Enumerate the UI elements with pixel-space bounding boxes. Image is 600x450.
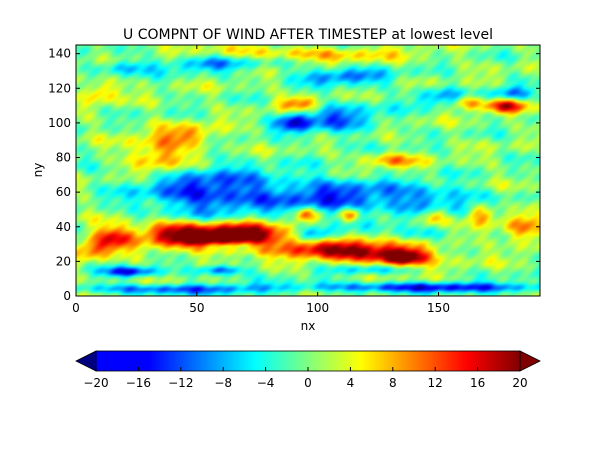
colorbar-tick-label: −20	[83, 376, 108, 390]
colorbar-tick-label: −4	[257, 376, 275, 390]
y-tick-label: 120	[48, 81, 71, 95]
plot-frame	[75, 44, 541, 297]
colorbar: −20 −16 −12 −8 −4 0 4 8 12 16 20	[75, 350, 541, 390]
heatmap	[76, 45, 540, 296]
x-tick-label: 100	[306, 301, 329, 315]
y-tick-label: 20	[56, 254, 71, 268]
y-axis-label: ny	[31, 163, 45, 178]
y-tick-label: 140	[48, 47, 71, 61]
y-tick-label: 80	[56, 151, 71, 165]
y-tick-label: 60	[56, 185, 71, 199]
x-axis: 0 50 100 150	[72, 45, 450, 315]
colorbar-tick-label: −12	[168, 376, 193, 390]
x-tick-label: 0	[72, 301, 80, 315]
colorbar-tick-label: −16	[126, 376, 151, 390]
colorbar-tick-label: 20	[512, 376, 527, 390]
chart-title: U COMPNT OF WIND AFTER TIMESTEP at lowes…	[123, 27, 493, 43]
y-tick-label: 100	[48, 116, 71, 130]
heatmap-canvas	[76, 45, 540, 296]
colorbar-tick-label: 16	[470, 376, 485, 390]
y-tick-label: 40	[56, 220, 71, 234]
y-tick-label: 0	[63, 289, 71, 303]
x-tick-label: 50	[189, 301, 204, 315]
x-axis-label: nx	[301, 319, 316, 333]
colorbar-extend-high	[519, 350, 541, 372]
colorbar-extend-low	[75, 350, 97, 372]
colorbar-tick-label: −8	[214, 376, 232, 390]
colorbar-ticks: −20 −16 −12 −8 −4 0 4 8 12 16 20	[83, 367, 528, 390]
colorbar-tick-label: 8	[389, 376, 397, 390]
colorbar-tick-label: 12	[428, 376, 443, 390]
colorbar-tick-label: 0	[304, 376, 312, 390]
y-axis: 0 20 40 60 80 100 120 140	[48, 47, 540, 303]
x-tick-label: 150	[427, 301, 450, 315]
colorbar-tick-label: 4	[347, 376, 355, 390]
